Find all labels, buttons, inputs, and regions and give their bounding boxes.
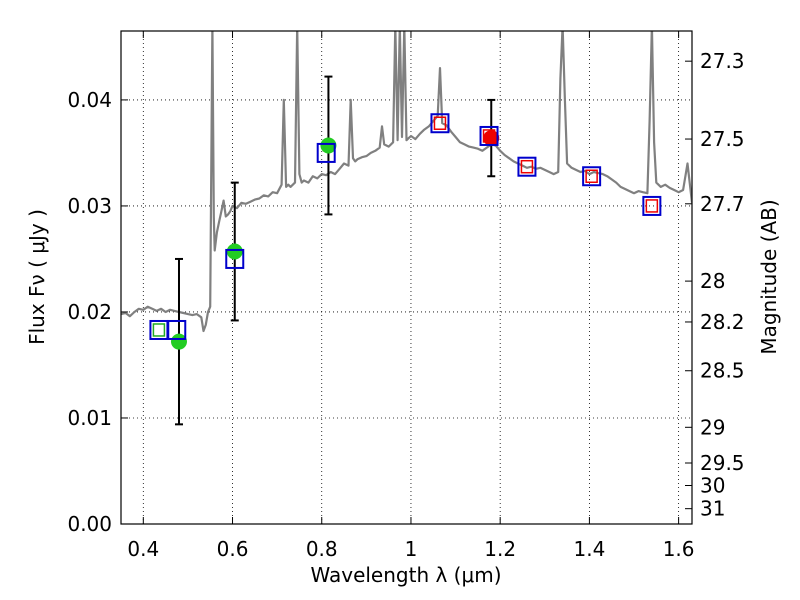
data-point: [226, 243, 243, 260]
x-axis-title: Wavelength λ (μm): [310, 563, 501, 587]
mag-tick-label: 27.5: [700, 127, 745, 151]
mag-tick-label: 28.2: [700, 310, 745, 334]
model-square: [582, 166, 602, 187]
inner-square: [520, 159, 534, 174]
data-point: [170, 333, 187, 350]
x-tick-label: 1.6: [663, 537, 695, 561]
x-tick-label: 1.2: [484, 537, 516, 561]
model-square: [517, 156, 537, 177]
plot-frame: [120, 30, 693, 525]
x-tick-label: 1: [405, 537, 418, 561]
mag-tick-label: 29.5: [700, 451, 745, 475]
y-axis-right-title: Magnitude (AB): [757, 199, 781, 354]
inner-square: [152, 323, 166, 337]
x-tick-label: 1.4: [573, 537, 605, 561]
y-tick-label: 0.04: [67, 88, 112, 112]
inner-square: [585, 169, 598, 183]
y-tick-label: 0.03: [67, 194, 112, 218]
x-tick-label: 0.4: [127, 537, 159, 561]
mag-tick-label: 27.3: [700, 49, 745, 73]
inner-square: [433, 116, 447, 130]
model-square: [316, 142, 336, 163]
mag-tick-label: 31: [700, 497, 725, 521]
mag-tick-label: 28.5: [700, 359, 745, 383]
axis-ticks: 0.4 0.6 0.8 1 1.2 1.4 1.6 0.00 0.01 0.02 0.03 0.04 2…: [67, 31, 745, 561]
inner-square: [482, 129, 496, 143]
y-tick-label: 0.02: [67, 300, 112, 324]
data-point: [320, 137, 337, 154]
y-axis-title: Flux Fν ( μJy ): [25, 209, 49, 345]
model-square: [225, 248, 245, 269]
plot-area: [121, 31, 692, 426]
model-square: [642, 195, 662, 216]
mag-tick-label: 30: [700, 474, 725, 498]
mag-tick-label: 29: [700, 415, 725, 439]
model-square: [430, 113, 450, 134]
model-square: [167, 319, 187, 340]
y-tick-label: 0.00: [67, 512, 112, 536]
x-tick-label: 0.6: [217, 537, 249, 561]
spectrum-line: [121, 31, 692, 333]
y-tick-label: 0.01: [67, 406, 112, 430]
model-square: [479, 125, 499, 146]
x-tick-label: 0.8: [306, 537, 338, 561]
inner-square: [645, 199, 659, 213]
mag-tick-label: 27.7: [700, 192, 745, 216]
mag-tick-label: 28: [700, 269, 725, 293]
